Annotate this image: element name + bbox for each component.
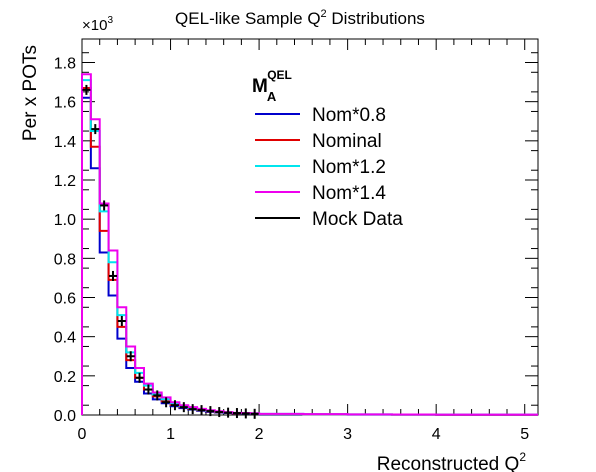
legend-label: Nom*0.8 [312,105,386,126]
x-tick-label: 0 [78,426,87,443]
legend-entry: Nom*0.8 [255,105,386,126]
mock-data-point [100,200,109,211]
mock-data-point [162,397,171,408]
series-nominal [81,86,538,416]
x-axis-label-sup: 2 [519,450,526,464]
x-tick-label: 5 [520,426,529,443]
x-axis-label-main: Reconstructed Q [377,454,520,472]
mock-data-point [135,372,144,383]
chart-title-main: QEL-like Sample Q [175,9,321,28]
series-layer [81,73,538,416]
y-multiplier-base: ×10 [82,17,107,34]
mock-data-point [144,384,153,395]
y-multiplier-exp: 3 [107,15,113,26]
series-nom-1-4 [81,73,538,416]
legend-title: MA QEL [252,68,292,104]
legend-title-sub: A [267,89,277,104]
mock-data-point [241,408,250,419]
mock-data-layer [82,84,259,419]
chart-title: QEL-like Sample Q2 Distributions [175,8,425,28]
legend: MA QEL Nom*0.8 Nominal Nom*1.2 Nom*1.4 Mock D… [252,68,403,230]
legend-entries: Nom*0.8 Nominal Nom*1.2 Nom*1.4 Mock Data [255,105,403,230]
mock-data-point [91,124,100,135]
axis-ticks: 0 1 2 3 4 5 0.0 0.2 0.4 0.6 0.8 1.0 1.2 1.4 1.6 1.8 [54,39,538,443]
mock-data-point [108,270,117,281]
mock-data-point [250,408,259,419]
mock-data-point [153,390,162,401]
legend-label: Nom*1.4 [312,183,386,204]
series-nom-1-2 [81,79,538,416]
mock-data-point [126,351,135,362]
mock-data-point [82,84,91,95]
legend-entry: Nom*1.4 [255,183,386,204]
y-tick-label: 1.2 [54,173,76,190]
y-axis-label: Per x POTs [20,45,41,141]
y-tick-label: 0.2 [54,369,76,386]
mock-data-point [206,406,215,417]
x-axis-label: Reconstructed Q2 [377,450,527,472]
mock-data-point [117,316,126,326]
mock-data-point [197,405,206,416]
x-tick-label: 1 [166,426,175,443]
y-tick-label: 0.6 [54,291,76,308]
y-tick-label: 1.8 [54,56,76,73]
y-tick-label: 0.4 [54,330,76,347]
mock-data-point [224,407,233,418]
legend-entry: Mock Data [255,209,403,230]
mock-data-point [170,400,179,411]
series-nom-0-8 [81,96,538,416]
chart-title-sup: 2 [321,8,327,20]
legend-label: Nom*1.2 [312,157,386,178]
x-tick-label: 4 [432,426,441,443]
legend-label: Nominal [312,131,382,152]
legend-title-main: M [252,76,268,97]
y-tick-label: 0.0 [54,408,76,425]
chart-title-tail: Distributions [327,9,425,28]
legend-entry: Nom*1.2 [255,157,386,178]
legend-title-sup: QEL [267,68,292,82]
mock-data-point [188,404,197,415]
y-tick-label: 0.8 [54,251,76,268]
mock-data-point [179,402,188,413]
x-tick-label: 3 [343,426,352,443]
x-tick-label: 2 [255,426,264,443]
y-multiplier: ×103 [82,15,113,34]
y-tick-label: 1.4 [54,134,76,151]
legend-entry: Nominal [255,131,382,152]
y-tick-label: 1.6 [54,95,76,112]
plot-frame [81,38,539,416]
legend-label: Mock Data [312,209,403,230]
y-tick-label: 1.0 [54,212,76,229]
mock-data-point [232,408,241,419]
mock-data-point [215,407,224,418]
